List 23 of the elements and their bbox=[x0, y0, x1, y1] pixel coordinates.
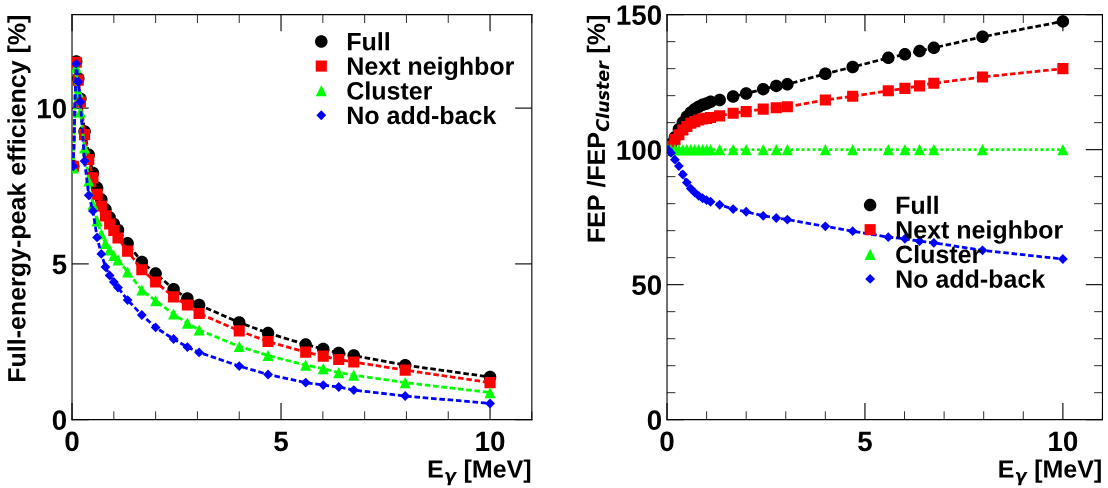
x-tick-label: 5 bbox=[858, 431, 872, 452]
legend-label: Next neighbor bbox=[896, 220, 1063, 244]
y-tick-label: 50 bbox=[632, 275, 662, 296]
y-tick-label: 100 bbox=[617, 140, 662, 160]
y-axis-title: Full-energy-peak efficiency [%] bbox=[7, 16, 31, 382]
legend-label: Full bbox=[347, 32, 389, 51]
x-axis-title: E$_{γ}$ [MeV] bbox=[428, 459, 531, 486]
legend-label: No add-back bbox=[896, 269, 1046, 288]
legend-label: Cluster bbox=[896, 244, 981, 264]
legend-label: No add-back bbox=[347, 105, 497, 125]
y-tick-label: 150 bbox=[617, 5, 662, 25]
y-tick-label: 0 bbox=[52, 410, 67, 431]
y-tick-label: 5 bbox=[52, 254, 67, 275]
y-axis-title: FEP /FEP$_{Cluster}$ [%] bbox=[586, 16, 611, 242]
y-tick-label: 0 bbox=[647, 410, 662, 431]
x-tick-label: 10 bbox=[1049, 431, 1078, 452]
x-tick-label: 10 bbox=[476, 431, 505, 452]
legend-label: Full bbox=[896, 195, 938, 215]
legend-label: Cluster bbox=[347, 81, 433, 100]
x-tick-label: 5 bbox=[274, 431, 288, 452]
y-tick-label: 10 bbox=[38, 98, 67, 119]
x-axis-title: E$_{γ}$ [MeV] bbox=[999, 459, 1101, 486]
legend-label: Next neighbor bbox=[347, 56, 514, 81]
